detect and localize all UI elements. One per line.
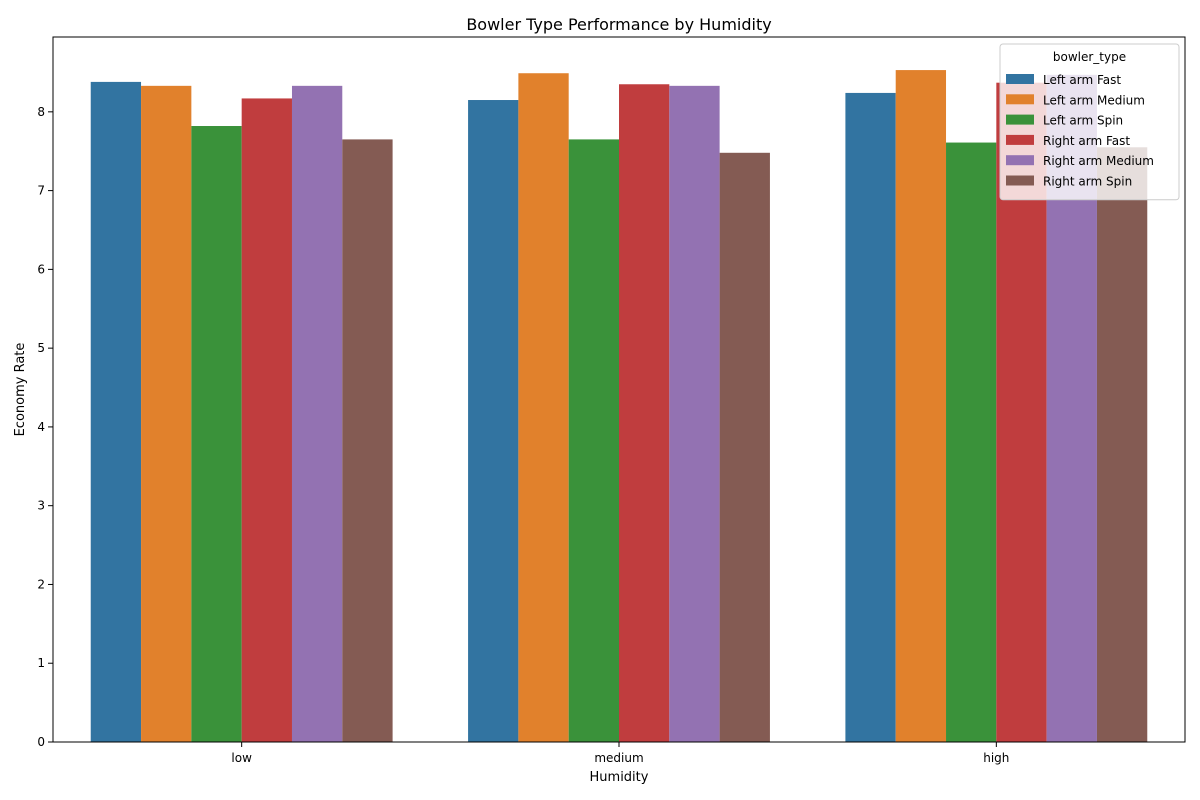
y-tick-label: 3 (37, 499, 45, 513)
y-tick-label: 1 (37, 656, 45, 670)
legend-swatch (1006, 134, 1034, 145)
legend-box (999, 43, 1180, 201)
legend-title: bowler_type (1053, 50, 1126, 64)
y-tick-label: 8 (37, 105, 45, 119)
bars-group (90, 70, 1148, 743)
legend-swatch (1006, 94, 1034, 105)
bar-right-arm-medium-low (291, 85, 343, 743)
y-tick-label: 5 (37, 341, 45, 355)
x-axis-label: Humidity (590, 770, 649, 785)
bar-left-arm-spin-low (191, 126, 242, 742)
legend: bowler_type Left arm Fast Left arm Medium L… (999, 43, 1180, 201)
bar-left-arm-medium-medium (518, 73, 569, 743)
bar-right-arm-fast-low (241, 98, 292, 742)
bar-right-arm-spin-low (342, 139, 393, 742)
bar-left-arm-fast-low (90, 81, 142, 742)
bar-right-arm-spin-high (1096, 147, 1148, 742)
x-tick-label: high (983, 751, 1009, 765)
x-tick-label: low (231, 751, 252, 765)
bar-right-arm-medium-medium (669, 85, 720, 743)
x-axis: low medium high (231, 742, 1009, 765)
chart-title: Bowler Type Performance by Humidity (466, 15, 771, 34)
bar-left-arm-fast-high (845, 92, 896, 743)
y-tick-label: 0 (37, 735, 45, 749)
legend-swatch (1006, 155, 1034, 166)
legend-label: Right arm Spin (1043, 175, 1132, 189)
y-tick-label: 7 (37, 184, 45, 198)
legend-swatch (1006, 74, 1034, 84)
legend-label: Right arm Medium (1043, 154, 1154, 168)
y-axis: 0 1 2 3 4 5 6 7 8 (37, 105, 53, 749)
legend-label: Right arm Fast (1043, 134, 1130, 148)
plot-frame (52, 36, 1186, 743)
legend-label: Left arm Fast (1043, 73, 1121, 87)
bar-left-arm-medium-high (895, 70, 947, 742)
x-tick-label: medium (594, 751, 643, 765)
legend-label: Left arm Medium (1043, 93, 1145, 107)
y-tick-label: 6 (37, 262, 45, 276)
legend-swatch (1006, 175, 1034, 186)
y-tick-label: 4 (37, 420, 45, 434)
bar-left-arm-spin-high (946, 142, 997, 743)
bar-right-arm-fast-medium (619, 84, 670, 742)
y-tick-label: 2 (37, 577, 45, 591)
y-axis-label: Economy Rate (13, 343, 28, 437)
bar-right-arm-spin-medium (719, 152, 770, 743)
legend-swatch (1006, 114, 1034, 125)
bar-left-arm-fast-medium (468, 100, 519, 742)
bar-left-arm-medium-low (141, 85, 192, 743)
bar-left-arm-spin-medium (568, 139, 619, 742)
legend-label: Left arm Spin (1043, 114, 1123, 128)
